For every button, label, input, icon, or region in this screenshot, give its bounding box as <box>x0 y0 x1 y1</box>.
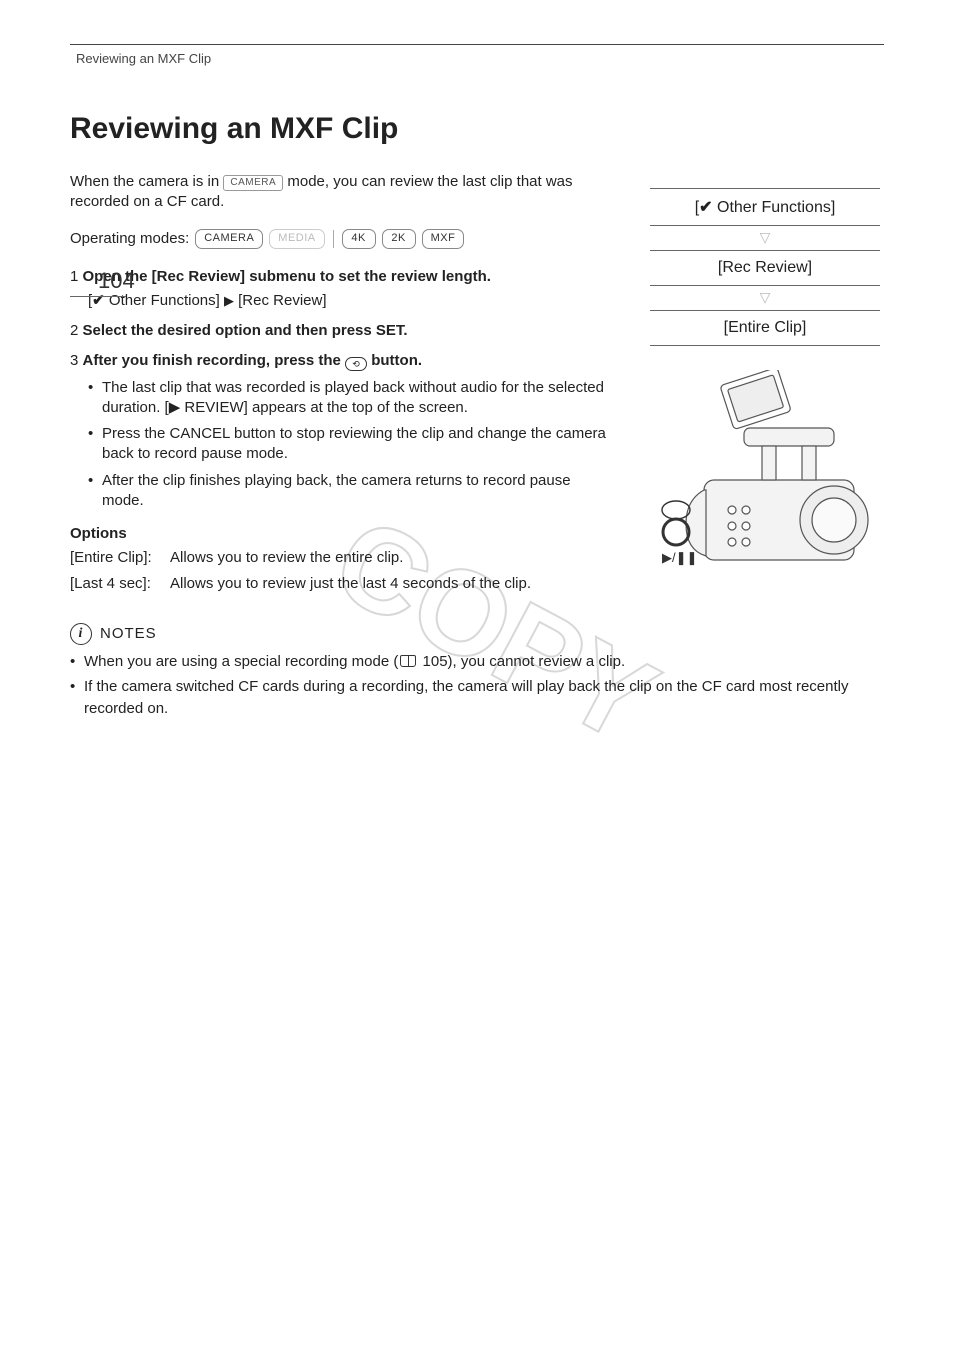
running-head: Reviewing an MXF Clip <box>76 51 884 66</box>
option-entire-clip: [Entire Clip]: Allows you to review the … <box>70 548 884 568</box>
option-entire-clip-label: [Entire Clip]: <box>70 548 170 568</box>
notes-list: When you are using a special recording m… <box>70 651 884 720</box>
step-2-text: Select the desired option and then press… <box>83 322 408 339</box>
step-1-sub-menu: Other Functions] <box>105 292 224 309</box>
camera-mode-badge: CAMERA <box>223 175 283 191</box>
options-heading: Options <box>70 525 884 542</box>
mode-chip-camera: CAMERA <box>195 229 263 249</box>
mode-chip-media: MEDIA <box>269 229 324 249</box>
manual-ref-icon <box>400 655 416 667</box>
bullet-3: After the clip finishes playing back, th… <box>88 471 610 512</box>
option-entire-clip-text: Allows you to review the entire clip. <box>170 548 403 568</box>
step-2: 2 Select the desired option and then pre… <box>70 321 610 341</box>
step-1-text: Open the [Rec Review] submenu to set the… <box>83 268 491 285</box>
step-1: 1 Open the [Rec Review] submenu to set t… <box>70 267 610 287</box>
step-3-number: 3 <box>70 352 78 369</box>
note-2: If the camera switched CF cards during a… <box>70 676 884 720</box>
bullet-1: The last clip that was recorded is playe… <box>88 378 610 419</box>
operating-modes-row: Operating modes: CAMERA MEDIA 4K 2K MXF <box>70 229 884 249</box>
bullet-1-mid: REVIEW] appears at the top of the screen… <box>180 399 468 416</box>
intro-paragraph: When the camera is in CAMERA mode, you c… <box>70 172 590 213</box>
review-button-icon: ⟲ <box>345 357 367 371</box>
step-3-pre: After you finish recording, press the <box>83 352 346 369</box>
operating-modes-label: Operating modes: <box>70 230 189 247</box>
step-1-sub: [✔ Other Functions] ▶ [Rec Review] <box>88 291 610 311</box>
note-1: When you are using a special recording m… <box>70 651 884 673</box>
mode-chip-mxf: MXF <box>422 229 465 249</box>
mode-chip-2k: 2K <box>382 229 416 249</box>
intro-pre: When the camera is in <box>70 173 223 190</box>
option-last-4-sec-text: Allows you to review just the last 4 sec… <box>170 574 531 594</box>
play-triangle-icon: ▶ <box>169 399 181 416</box>
submenu-arrow-icon: ▶ <box>224 293 234 308</box>
option-last-4-sec-label: [Last 4 sec]: <box>70 574 170 594</box>
info-icon: i <box>70 623 92 645</box>
notes-label: NOTES <box>100 625 157 642</box>
note-1-pre: When you are using a special recording m… <box>84 653 398 670</box>
steps: 1 Open the [Rec Review] submenu to set t… <box>70 267 610 512</box>
notes-heading: i NOTES <box>70 623 884 645</box>
page-number: 104 <box>98 268 135 294</box>
step-3-bullets: The last clip that was recorded is playe… <box>88 378 610 512</box>
page-number-rule <box>70 296 126 297</box>
step-1-sub-tail: [Rec Review] <box>234 292 327 309</box>
step-3: 3 After you finish recording, press the … <box>70 351 610 371</box>
step-1-number: 1 <box>70 268 78 285</box>
mode-chip-4k: 4K <box>342 229 376 249</box>
note-1-ref: 105), you cannot review a clip. <box>418 653 625 670</box>
step-3-post: button. <box>371 352 422 369</box>
bullet-2: Press the CANCEL button to stop reviewin… <box>88 424 610 465</box>
mode-chip-separator <box>333 230 334 248</box>
step-2-number: 2 <box>70 322 78 339</box>
top-rule <box>70 44 884 45</box>
page-title: Reviewing an MXF Clip <box>70 112 884 146</box>
wrench-icon: ✔ <box>92 292 105 309</box>
option-last-4-sec: [Last 4 sec]: Allows you to review just … <box>70 574 884 594</box>
